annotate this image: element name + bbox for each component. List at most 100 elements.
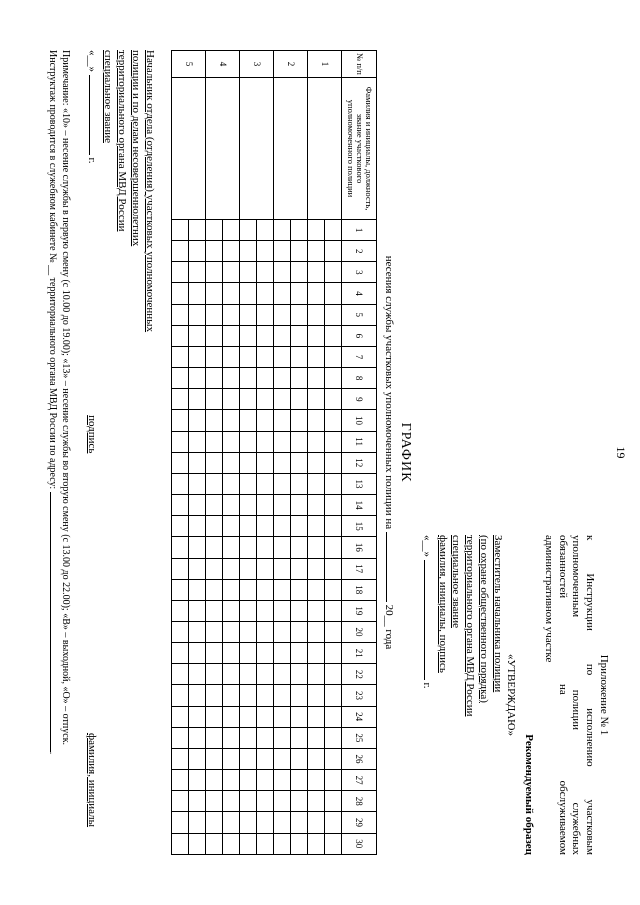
- schedule-cell: [257, 452, 274, 473]
- schedule-cell: [274, 537, 291, 558]
- schedule-cell: [189, 748, 206, 769]
- schedule-cell: [172, 770, 189, 791]
- schedule-cell: [206, 325, 223, 346]
- schedule-cell: [189, 431, 206, 452]
- schedule-cell: [189, 262, 206, 283]
- schedule-cell: [325, 791, 342, 812]
- schedule-cell: [274, 452, 291, 473]
- schedule-cell: [308, 643, 325, 664]
- subtitle-pre: несения службы участковых уполномоченных…: [383, 256, 395, 529]
- schedule-cell: [257, 516, 274, 537]
- row-number: 4: [206, 51, 240, 78]
- schedule-cell: [206, 241, 223, 262]
- schedule-cell: [325, 389, 342, 410]
- schedule-cell: [291, 770, 308, 791]
- date-blank: [424, 560, 435, 680]
- schedule-cell: [274, 241, 291, 262]
- col-name: Фамилия и инициалы, должность, звание уч…: [342, 78, 377, 220]
- schedule-cell: [274, 516, 291, 537]
- schedule-cell: [189, 325, 206, 346]
- schedule-cell: [223, 833, 240, 854]
- schedule-cell: [274, 304, 291, 325]
- schedule-cell: [240, 727, 257, 748]
- schedule-cell: [291, 706, 308, 727]
- schedule-cell: [223, 346, 240, 367]
- schedule-cell: [223, 495, 240, 516]
- schedule-cell: [172, 262, 189, 283]
- schedule-cell: [325, 621, 342, 642]
- schedule-cell: [223, 241, 240, 262]
- schedule-cell: [257, 346, 274, 367]
- schedule-cell: [274, 833, 291, 854]
- schedule-cell: [189, 770, 206, 791]
- schedule-cell: [257, 685, 274, 706]
- schedule-cell: [274, 283, 291, 304]
- schedule-cell: [189, 346, 206, 367]
- schedule-cell: [223, 791, 240, 812]
- schedule-cell: [206, 431, 223, 452]
- schedule-cell: [274, 579, 291, 600]
- note-address-blank: [50, 492, 60, 752]
- schedule-cell: [172, 220, 189, 241]
- schedule-cell: [291, 325, 308, 346]
- bottom-rank: специальное звание: [102, 50, 114, 143]
- schedule-cell: [308, 452, 325, 473]
- schedule-cell: [189, 600, 206, 621]
- row-name-cell: [308, 78, 342, 220]
- schedule-cell: [189, 452, 206, 473]
- schedule-cell: [257, 473, 274, 494]
- schedule-cell: [240, 346, 257, 367]
- schedule-cell: [325, 368, 342, 389]
- schedule-cell: [308, 621, 325, 642]
- schedule-cell: [172, 452, 189, 473]
- row-name-cell: [240, 78, 274, 220]
- schedule-cell: [291, 495, 308, 516]
- schedule-cell: [206, 791, 223, 812]
- schedule-cell: [223, 325, 240, 346]
- schedule-cell: [172, 600, 189, 621]
- schedule-cell: [172, 643, 189, 664]
- schedule-cell: [274, 791, 291, 812]
- schedule-cell: [274, 643, 291, 664]
- hdr-line2: к Инструкции по исполнению участковым: [583, 535, 597, 855]
- schedule-cell: [206, 621, 223, 642]
- day-24: 24: [342, 706, 377, 727]
- schedule-cell: [223, 262, 240, 283]
- schedule-cell: [172, 304, 189, 325]
- schedule-cell: [257, 368, 274, 389]
- schedule-cell: [189, 473, 206, 494]
- hdr-l3a: уполномоченным: [571, 535, 583, 617]
- schedule-cell: [257, 410, 274, 431]
- schedule-cell: [223, 748, 240, 769]
- schedule-cell: [172, 283, 189, 304]
- hdr-line4: обязанностей на обслуживаемом: [555, 535, 569, 855]
- schedule-cell: [274, 346, 291, 367]
- schedule-cell: [257, 389, 274, 410]
- schedule-cell: [240, 791, 257, 812]
- day-22: 22: [342, 664, 377, 685]
- page-number: 19: [613, 447, 628, 459]
- schedule-cell: [274, 325, 291, 346]
- schedule-cell: [274, 431, 291, 452]
- schedule-cell: [291, 389, 308, 410]
- schedule-cell: [206, 558, 223, 579]
- schedule-cell: [240, 431, 257, 452]
- schedule-cell: [291, 621, 308, 642]
- schedule-cell: [257, 812, 274, 833]
- schedule-cell: [240, 410, 257, 431]
- schedule-cell: [308, 537, 325, 558]
- schedule-cell: [325, 346, 342, 367]
- schedule-cell: [308, 685, 325, 706]
- schedule-cell: [291, 685, 308, 706]
- table-row: 1: [325, 51, 342, 855]
- schedule-cell: [240, 389, 257, 410]
- subtitle-year: 20__: [383, 605, 395, 627]
- note-line2-pre: Инструктаж проводится в служебном кабине…: [47, 50, 58, 489]
- schedule-cell: [325, 812, 342, 833]
- table-row: 4: [223, 51, 240, 855]
- schedule-cell: [274, 389, 291, 410]
- schedule-cell: [308, 748, 325, 769]
- schedule-cell: [206, 537, 223, 558]
- schedule-cell: [308, 579, 325, 600]
- schedule-cell: [274, 621, 291, 642]
